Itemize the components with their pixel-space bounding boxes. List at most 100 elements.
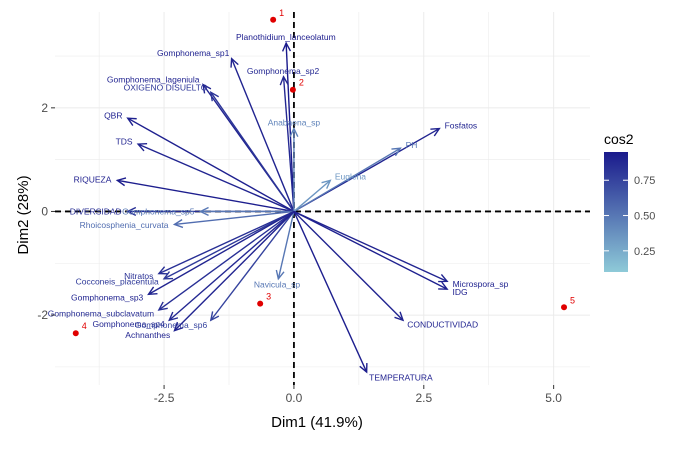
variable-label: TEMPERATURA — [369, 373, 433, 383]
arrow-head — [359, 363, 368, 374]
arrow-shaft — [293, 210, 404, 321]
point-label: 1 — [279, 8, 284, 18]
arrow-shaft — [127, 117, 295, 213]
arrow-head — [126, 117, 137, 126]
arrow-head — [173, 321, 184, 332]
arrow-head — [209, 90, 220, 102]
arrow-head — [275, 269, 285, 281]
variable-arrow: Nitratos — [124, 210, 295, 281]
legend-colorbar — [604, 152, 628, 272]
arrow-shaft — [158, 210, 295, 275]
arrow-head — [391, 147, 402, 157]
legend-title: cos2 — [604, 131, 634, 147]
arrow-shaft — [163, 210, 295, 280]
arrow-head — [115, 177, 127, 187]
variable-arrow: PH — [293, 140, 417, 213]
legend-ticks: 0.25 0.50 0.75 — [604, 175, 655, 258]
y-tick-label: 0 — [41, 204, 48, 218]
arrow-head — [430, 127, 441, 137]
arrow-shaft — [173, 210, 295, 332]
point-marker — [289, 86, 296, 93]
variable-arrow: Anabaena_sp — [268, 118, 321, 212]
variable-label: Euglena — [335, 171, 366, 181]
variable-label: Fosfatos — [445, 121, 478, 131]
variable-arrow: Rhoicosphenia_curvata — [80, 210, 295, 230]
individual-point: 3 — [257, 292, 271, 307]
individual-point: 4 — [72, 321, 87, 337]
arrow-shaft — [293, 210, 448, 283]
arrow-shaft — [168, 210, 295, 321]
arrow-head — [230, 57, 239, 68]
variable-label: Cocconeis_placentula — [76, 277, 159, 287]
arrow-head — [157, 301, 168, 311]
grid — [55, 12, 590, 385]
variable-label: RIQUEZA — [74, 174, 112, 184]
variable-arrow: Gomphonema_sp1 — [157, 48, 295, 212]
variable-label: IDG — [453, 287, 468, 297]
variable-label: Gomphonema_sp4 — [92, 319, 165, 329]
legend-tick-label: 0.25 — [634, 246, 655, 258]
legend-tick-label: 0.75 — [634, 175, 655, 187]
arrow-shaft — [285, 43, 295, 212]
arrow-head — [198, 206, 209, 216]
variable-arrow: Gomphonema_sp2 — [247, 66, 320, 212]
variable-label: OXIGENO DISUELTO — [124, 82, 208, 92]
variable-label: DIVERSIDAD — [70, 206, 122, 216]
variable-arrow: Euglena — [293, 171, 366, 212]
point-label: 5 — [570, 295, 575, 305]
variable-label: Microspora_sp — [453, 279, 509, 289]
arrow-head — [126, 206, 137, 216]
arrow-head — [157, 266, 168, 275]
variable-label: Gomphonema_sp6 — [135, 320, 208, 330]
arrow-shaft — [148, 210, 295, 295]
cos2-legend: cos2 0.25 0.50 0.75 — [604, 131, 655, 272]
variable-arrow: TEMPERATURA — [293, 211, 433, 383]
individual-point: 1 — [270, 8, 284, 23]
variable-arrow: Gomphonema_sp3 — [71, 210, 295, 302]
variable-label: QBR — [104, 110, 122, 120]
point-marker — [257, 300, 264, 307]
variable-arrow: TDS — [116, 137, 295, 213]
variable-arrow: Cocconeis_placentula — [76, 210, 295, 287]
point-marker — [561, 304, 568, 311]
y-tick-label: 2 — [41, 101, 48, 115]
variable-label: CONDUCTIVIDAD — [407, 319, 478, 329]
variable-label: Gomphonema_sp1 — [157, 48, 230, 58]
variable-arrow: Gomphonema_sp4 — [92, 210, 295, 329]
variable-arrow: Microspora_sp — [293, 210, 509, 289]
arrow-head — [394, 311, 405, 322]
arrow-head — [168, 311, 179, 322]
arrow-shaft — [117, 179, 295, 213]
y-axis-title: Dim2 (28%) — [15, 175, 32, 254]
variable-label: Anabaena_sp — [268, 118, 321, 128]
arrow-shaft — [293, 210, 448, 290]
reference-lines — [55, 12, 590, 385]
arrow-head — [281, 41, 292, 52]
variable-label: Gomphonema_sp2 — [247, 66, 320, 76]
arrow-shaft — [210, 91, 295, 212]
variable-arrows: Planothidium_lanceolatum Gomphonema_sp1 Go… — [48, 32, 509, 382]
point-label: 4 — [82, 321, 87, 331]
variable-label: TDS — [116, 137, 133, 147]
legend-tick-label: 0.50 — [634, 211, 655, 223]
x-axis-title: Dim1 (41.9%) — [271, 414, 363, 431]
point-marker — [270, 16, 277, 23]
arrow-head — [438, 281, 449, 290]
variable-arrow: Achnanthes — [125, 210, 295, 340]
arrow-head — [202, 83, 212, 94]
arrow-head — [321, 179, 332, 189]
variable-arrow: RIQUEZA — [74, 174, 295, 213]
y-tick-label: -2 — [37, 308, 48, 322]
arrow-shaft — [210, 211, 295, 321]
arrow-shaft — [282, 76, 295, 212]
variable-label: Gomphonema_sp3 — [71, 292, 144, 302]
x-tick-label: 2.5 — [415, 391, 432, 405]
x-tick-label: -2.5 — [154, 391, 175, 405]
arrow-shaft — [174, 210, 295, 226]
axes: -2.5 0.0 2.5 5.0 -2 0 2 — [37, 101, 562, 405]
variable-arrow: QBR — [104, 110, 295, 213]
variable-arrow: CONDUCTIVIDAD — [293, 210, 478, 329]
arrow-head — [209, 311, 220, 322]
individual-points: 1 2 3 4 5 — [72, 8, 575, 337]
